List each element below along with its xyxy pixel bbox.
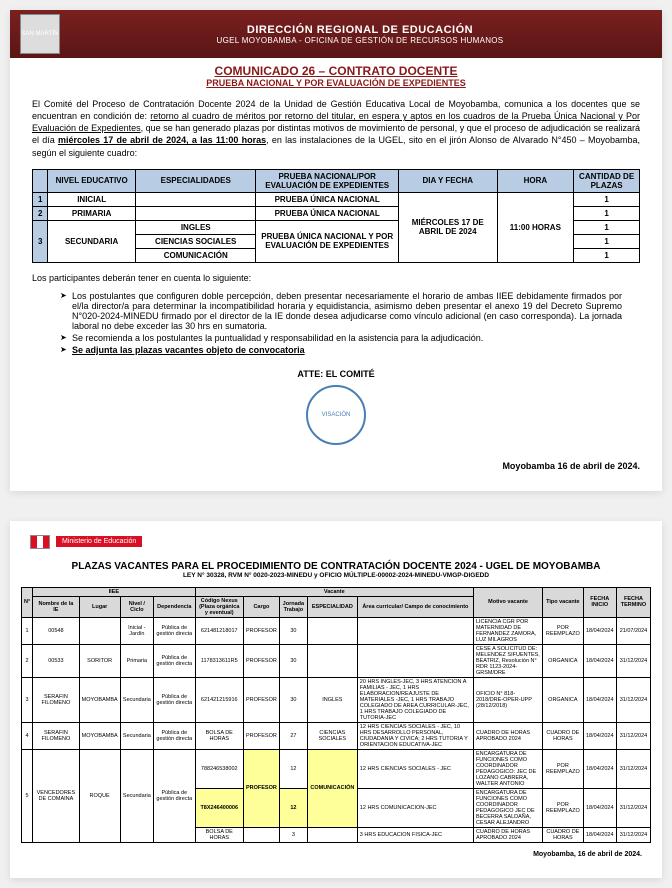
title-block: COMUNICADO 26 – CONTRATO DOCENTE PRUEBA …: [10, 64, 662, 88]
bullet-list: Los postulantes que configuren doble per…: [10, 287, 662, 361]
merged-hora: 11:00 HORAS: [497, 192, 574, 262]
vc-6: Cargo: [243, 596, 279, 617]
row2-esp: [135, 206, 256, 220]
comunicado-page: SAN MARTÍN DIRECCIÓN REGIONAL DE EDUCACI…: [10, 10, 662, 491]
vc-11: Tipo vacante: [543, 587, 584, 617]
row2-prb: PRUEBA ÚNICA NACIONAL: [256, 206, 398, 220]
vac-row: 5 VENCEDORES DE COMAINA ROQUE Secundaria…: [22, 749, 651, 788]
bullet-3: Se adjunta las plazas vacantes objeto de…: [60, 345, 622, 355]
vc-12: FECHA INICIO: [583, 587, 616, 617]
title-sub: PRUEBA NACIONAL Y POR EVALUACIÓN DE EXPE…: [10, 78, 662, 88]
header-line1: DIRECCIÓN REGIONAL DE EDUCACIÓN: [68, 24, 652, 36]
header-text: DIRECCIÓN REGIONAL DE EDUCACIÓN UGEL MOY…: [68, 24, 652, 45]
col-dia: DIA Y FECHA: [398, 169, 497, 192]
col-cant: CANTIDAD DE PLAZAS: [574, 169, 640, 192]
vacantes-table: N° IIEE Vacante Motivo vacante Tipo vaca…: [21, 587, 651, 843]
row3-esp2: CIENCIAS SOCIALES: [135, 234, 256, 248]
vc-10: Motivo vacante: [473, 587, 542, 617]
vac-row: 4SERAFIN FILOMENOMOYOBAMBASecundariaPúbl…: [22, 722, 651, 749]
title-main: COMUNICADO 26 – CONTRATO DOCENTE: [10, 64, 662, 78]
intro-paragraph: El Comité del Proceso de Contratación Do…: [10, 94, 662, 163]
row1-cant: 1: [574, 192, 640, 206]
row2-cant: 1: [574, 206, 640, 220]
vc-2: Lugar: [79, 596, 120, 617]
col-nivel: NIVEL EDUCATIVO: [48, 169, 136, 192]
note-intro: Los participantes deberán tener en cuent…: [10, 269, 662, 287]
vc-7: Jornada Trabajo: [279, 596, 307, 617]
row1-num: 1: [33, 192, 48, 206]
row1-esp: [135, 192, 256, 206]
col-num: [33, 169, 48, 192]
vac-row: 3SERAFIN FILOMENOMOYOBAMBASecundariaPúbl…: [22, 677, 651, 722]
vc-iiee: IIEE: [33, 587, 195, 596]
peru-flag-icon: [30, 535, 50, 549]
stamp-icon: VISACIÓN: [306, 385, 366, 445]
row3-c3: 1: [574, 248, 640, 262]
vc-9: Área curricular/ Campo de conocimiento: [357, 596, 473, 617]
header-line2: UGEL MOYOBAMBA - OFICINA DE GESTIÓN DE R…: [68, 36, 652, 45]
shield-icon: SAN MARTÍN: [20, 14, 60, 54]
vc-13: FECHA TERMINO: [616, 587, 650, 617]
vacantes-page: Ministerio de Educación PLAZAS VACANTES …: [10, 521, 662, 878]
bullet-2: Se recomienda a los postulantes la puntu…: [60, 333, 622, 343]
row3-esp1: INGLES: [135, 220, 256, 234]
col-esp: ESPECIALIDADES: [135, 169, 256, 192]
pg2-header: Ministerio de Educación: [10, 531, 662, 553]
vc-8: ESPECIALIDAD: [307, 596, 357, 617]
row2-niv: PRIMARIA: [48, 206, 136, 220]
col-hora: HORA: [497, 169, 574, 192]
signature-line: ATTE: EL COMITÉ: [10, 369, 662, 379]
vac-header-row: N° IIEE Vacante Motivo vacante Tipo vaca…: [22, 587, 651, 596]
vac-row: 200533SORITORPrimariaPública de gestión …: [22, 644, 651, 677]
bullet-1: Los postulantes que configuren doble per…: [60, 291, 622, 331]
vc-1: Nombre de la IE: [33, 596, 79, 617]
row3-c2: 1: [574, 234, 640, 248]
intro-underline-2: miércoles 17 de abril de 2024, a las 11:…: [58, 135, 266, 145]
header-banner: SAN MARTÍN DIRECCIÓN REGIONAL DE EDUCACI…: [10, 10, 662, 58]
ministerio-box: Ministerio de Educación: [56, 536, 142, 547]
row3-esp3: COMUNICACIÓN: [135, 248, 256, 262]
vc-5: Código Nexus (Plaza orgánica y eventual): [195, 596, 243, 617]
row3-num: 3: [33, 220, 48, 262]
col-prueba: PRUEBA NACIONAL/POR EVALUACIÓN DE EXPEDI…: [256, 169, 398, 192]
table-header-row: NIVEL EDUCATIVO ESPECIALIDADES PRUEBA NA…: [33, 169, 640, 192]
vac-row: 100548Inicial - JardínPública de gestión…: [22, 617, 651, 644]
schedule-table: NIVEL EDUCATIVO ESPECIALIDADES PRUEBA NA…: [32, 169, 640, 263]
table-row: 1 INICIAL PRUEBA ÚNICA NACIONAL MIÉRCOLE…: [33, 192, 640, 206]
pg2-title: PLAZAS VACANTES PARA EL PROCEDIMIENTO DE…: [10, 561, 662, 572]
merged-dia: MIÉRCOLES 17 DE ABRIL DE 2024: [398, 192, 497, 262]
row1-prb: PRUEBA ÚNICA NACIONAL: [256, 192, 398, 206]
row1-niv: INICIAL: [48, 192, 136, 206]
vc-4: Dependencia: [154, 596, 196, 617]
pg2-date: Moyobamba, 16 de abril de 2024.: [10, 851, 662, 858]
document-date: Moyobamba 16 de abril de 2024.: [10, 451, 662, 471]
vc-vacante: Vacante: [195, 587, 473, 596]
vc-3: Nivel / Ciclo: [120, 596, 153, 617]
row3-prb: PRUEBA ÚNICA NACIONAL Y POR EVALUACIÓN D…: [256, 220, 398, 262]
pg2-subtitle: LEY N° 30328, RVM N° 0020-2023-MINEDU y …: [10, 572, 662, 579]
bullet-3-text: Se adjunta las plazas vacantes objeto de…: [72, 345, 305, 355]
vc-0: N°: [22, 587, 33, 617]
row2-num: 2: [33, 206, 48, 220]
row3-niv: SECUNDARIA: [48, 220, 136, 262]
row3-c1: 1: [574, 220, 640, 234]
